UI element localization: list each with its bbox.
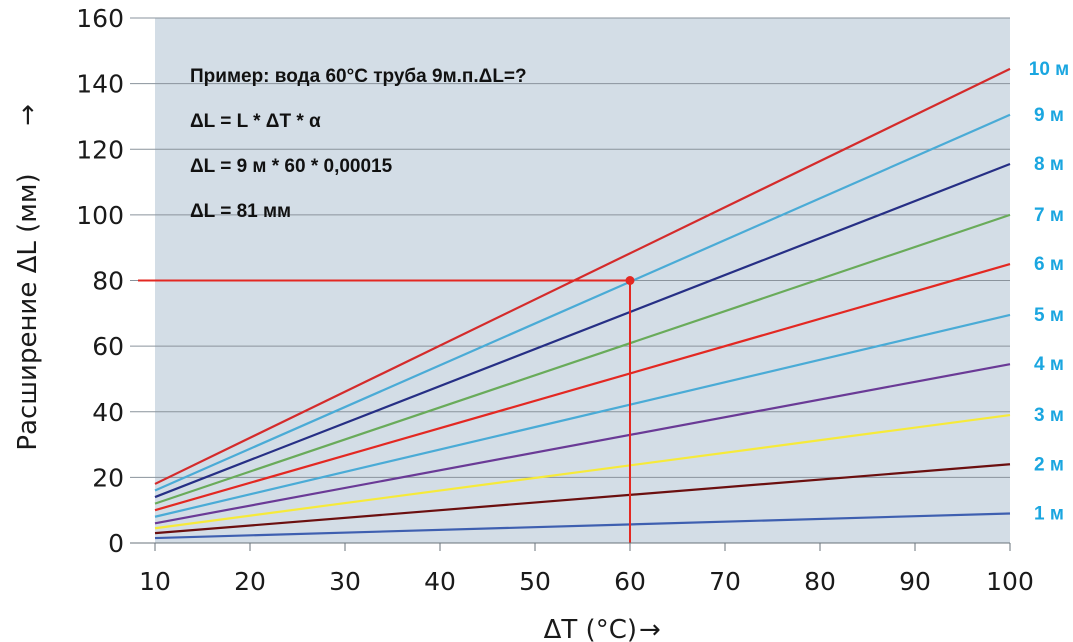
x-tick-label: 10	[139, 567, 171, 596]
example-notes: Пример: вода 60°C труба 9м.п.ΔL=? ΔL = L …	[190, 66, 527, 222]
x-tick-label: 90	[899, 567, 931, 596]
y-tick-label: 140	[76, 70, 124, 99]
x-tick-label: 100	[986, 567, 1034, 596]
series-line-3	[154, 413, 1011, 530]
x-tick-label: 50	[519, 567, 551, 596]
series-label: 4 м	[1034, 354, 1064, 375]
axes	[130, 542, 1011, 551]
example-note-line: ΔL = L * ΔT * α	[190, 111, 321, 132]
series-labels: 1 м 2 м 3 м 4 м 5 м 6 м 7 м 8 м 9 м 10 м	[1029, 59, 1069, 525]
x-tick-label: 30	[329, 567, 361, 596]
series-line-1	[154, 512, 1011, 540]
series-label: 5 м	[1034, 305, 1064, 326]
series-line-10	[154, 67, 1011, 485]
series-label: 3 м	[1034, 405, 1064, 426]
y-tick-label: 20	[92, 463, 124, 492]
example-note-line: Пример: вода 60°C труба 9м.п.ΔL=?	[190, 66, 527, 87]
example-point	[625, 276, 635, 285]
x-tick-labels: 10 20 30 40 50 60 70 80 90 100	[139, 567, 1034, 596]
y-tick-labels: 0 20 40 60 80 100 120 140 160	[76, 4, 124, 558]
example-note-line: ΔL = 81 мм	[190, 201, 291, 222]
y-axis-title: Расширение ΔL (мм)	[13, 173, 43, 450]
series-line-4	[154, 363, 1011, 525]
x-tick-label: 40	[424, 567, 456, 596]
example-guide	[138, 276, 635, 543]
series-label: 6 м	[1034, 254, 1064, 275]
y-axis-arrow-icon: →	[13, 104, 43, 126]
y-tick-label: 60	[92, 332, 124, 361]
y-tick-label: 120	[76, 135, 124, 164]
series-line-8	[154, 162, 1011, 499]
series-line-5	[154, 313, 1011, 518]
series-label: 10 м	[1029, 59, 1069, 80]
y-tick-label: 40	[92, 398, 124, 427]
series-label: 8 м	[1034, 154, 1064, 175]
series-line-9	[154, 113, 1011, 492]
series-line-7	[154, 213, 1011, 505]
x-tick-label: 80	[804, 567, 836, 596]
series-label: 2 м	[1034, 454, 1064, 475]
y-tick-label: 80	[92, 267, 124, 296]
x-axis-arrow-icon: →	[639, 615, 661, 642]
series-label: 9 м	[1034, 105, 1064, 126]
series-label: 1 м	[1034, 503, 1064, 524]
y-tick-label: 100	[76, 201, 124, 230]
example-note-line: ΔL = 9 м * 60 * 0,00015	[190, 156, 393, 177]
y-tick-label: 0	[108, 529, 124, 558]
series-lines	[154, 67, 1011, 540]
x-tick-label: 70	[709, 567, 741, 596]
x-tick-label: 20	[234, 567, 266, 596]
x-axis-title: ΔT (°C)	[544, 615, 637, 642]
x-tick-label: 60	[614, 567, 646, 596]
y-tick-label: 160	[76, 4, 124, 33]
series-line-6	[154, 263, 1011, 512]
series-line-2	[154, 463, 1011, 535]
series-label: 7 м	[1034, 205, 1064, 226]
